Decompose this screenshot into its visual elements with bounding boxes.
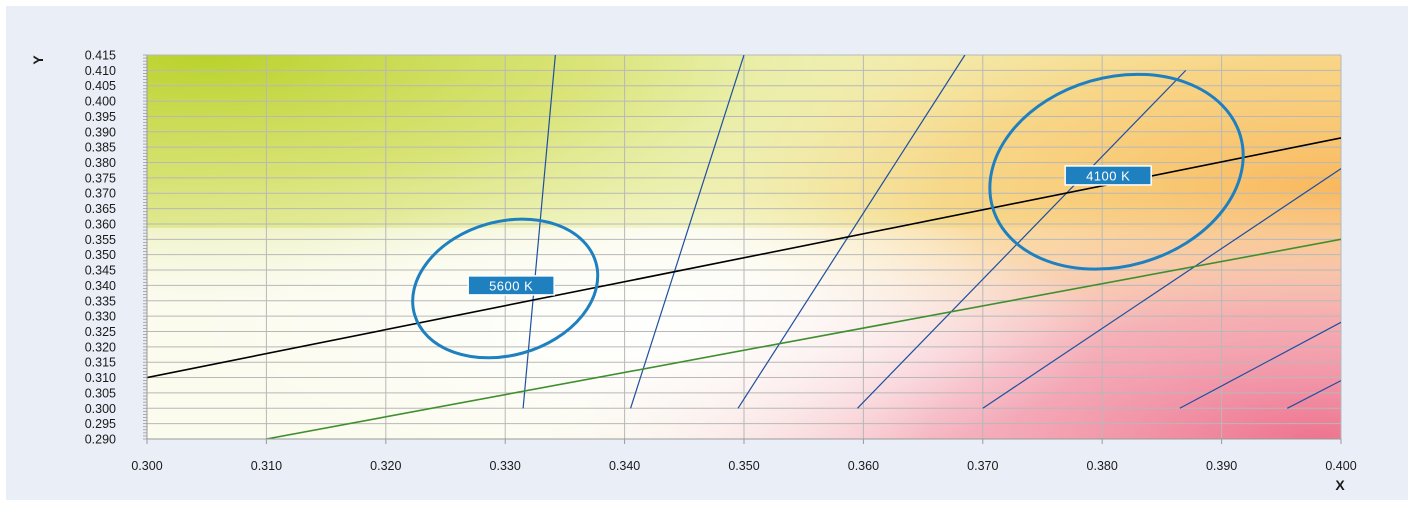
y-tick-label: 0.295 [85, 417, 116, 431]
y-tick-label: 0.390 [85, 125, 116, 139]
y-tick-label: 0.395 [85, 110, 116, 124]
isotemperature-line [856, 69, 1187, 409]
y-tick-label: 0.305 [85, 386, 116, 400]
x-tick-label: 0.330 [490, 459, 521, 473]
y-tick-label: 0.400 [85, 95, 116, 109]
data-series [147, 55, 1341, 439]
y-tick-label: 0.320 [85, 340, 116, 354]
y-tick-label: 0.415 [85, 49, 116, 63]
y-tick-label: 0.340 [85, 279, 116, 293]
y-tick-label: 0.310 [85, 371, 116, 385]
x-tick-label: 0.360 [848, 459, 879, 473]
y-tick-label: 0.290 [85, 433, 116, 447]
x-tick-label: 0.300 [131, 459, 162, 473]
x-tick-label: 0.380 [1087, 459, 1118, 473]
isotemperature-line [1179, 321, 1341, 409]
cct-label-text: 4100 K [1086, 168, 1130, 183]
y-tick-label: 0.315 [85, 356, 116, 370]
y-tick-label: 0.365 [85, 202, 116, 216]
tolerance-ellipse [411, 217, 600, 360]
y-tick-label: 0.330 [85, 310, 116, 324]
x-tick-label: 0.340 [609, 459, 640, 473]
cct-label-box [1064, 165, 1152, 186]
cct-label-text: 5600 K [489, 278, 533, 293]
x-axis-title: X [1335, 477, 1345, 493]
y-tick-label: 0.360 [85, 217, 116, 231]
chart-panel: 5600 K 4100 K 0.290 0.295 0.300 0.305 0.310 0.… [6, 6, 1408, 500]
y-tick-label: 0.335 [85, 294, 116, 308]
isotemperature-line [629, 55, 745, 409]
annotations: 5600 K 4100 K [411, 72, 1245, 360]
axes: 0.2900.2950.3000.3050.3100.3150.3200.325… [30, 49, 1357, 494]
y-tick-label: 0.410 [85, 64, 116, 78]
isotemperature-line [737, 55, 966, 409]
y-tick-label: 0.375 [85, 171, 116, 185]
y-tick-label: 0.350 [85, 248, 116, 262]
y-tick-label: 0.380 [85, 156, 116, 170]
y-tick-label: 0.355 [85, 233, 116, 247]
cct-label-box [467, 275, 555, 296]
green-line-line [266, 238, 1341, 439]
y-axis-title: Y [30, 55, 46, 65]
x-tick-label: 0.370 [967, 459, 998, 473]
y-tick-label: 0.325 [85, 325, 116, 339]
y-tick-label: 0.385 [85, 141, 116, 155]
x-tick-label: 0.310 [251, 459, 282, 473]
x-tick-label: 0.350 [728, 459, 759, 473]
y-tick-label: 0.370 [85, 187, 116, 201]
x-tick-label: 0.400 [1325, 459, 1356, 473]
tolerance-ellipse [988, 72, 1245, 271]
x-tick-label: 0.320 [370, 459, 401, 473]
isotemperature-line [982, 168, 1341, 409]
y-tick-label: 0.405 [85, 79, 116, 93]
isotemperature-line [522, 55, 556, 409]
y-tick-label: 0.300 [85, 402, 116, 416]
isotemperature-line [1286, 380, 1341, 409]
x-tick-label: 0.390 [1206, 459, 1237, 473]
y-tick-label: 0.345 [85, 264, 116, 278]
